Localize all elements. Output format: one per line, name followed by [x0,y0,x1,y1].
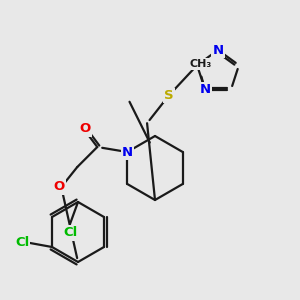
Text: S: S [164,89,174,102]
Text: N: N [200,83,211,96]
Text: N: N [122,146,133,158]
Text: Cl: Cl [63,226,77,239]
Text: CH₃: CH₃ [190,59,212,69]
Text: O: O [54,181,65,194]
Text: O: O [80,122,91,136]
Text: N: N [212,44,224,56]
Text: Cl: Cl [15,236,29,250]
